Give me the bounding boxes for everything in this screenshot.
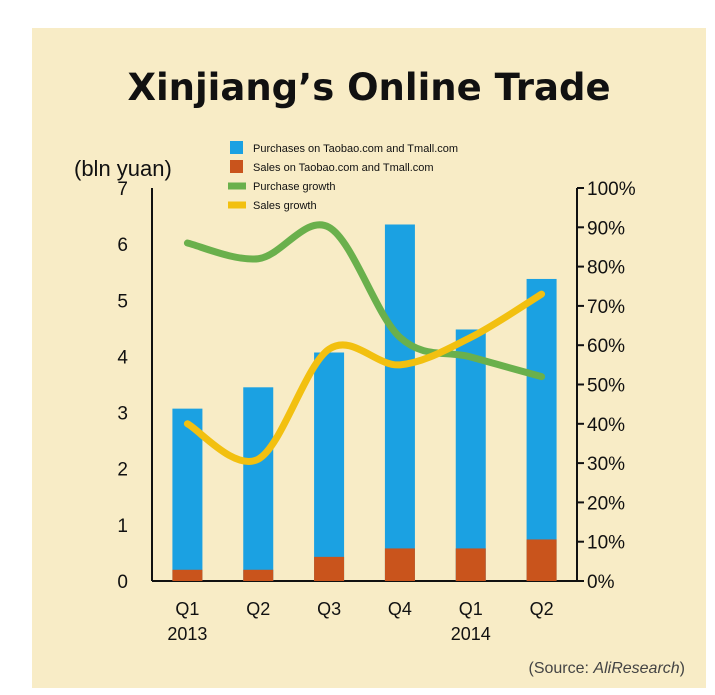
x-tick-label: Q4	[388, 599, 412, 619]
y2-tick-label: 90%	[587, 218, 625, 239]
y-tick-label: 7	[117, 179, 128, 200]
y2-tick-label: 60%	[587, 336, 625, 357]
bar-purchases	[314, 352, 345, 581]
x-tick-label: Q2	[246, 599, 270, 619]
y2-tick-label: 40%	[587, 415, 625, 436]
bar-sales	[455, 548, 486, 581]
y2-tick-label: 50%	[587, 376, 625, 397]
y2-tick-label: 100%	[587, 179, 636, 200]
y-tick-label: 4	[117, 347, 128, 368]
bar-purchases	[243, 387, 274, 581]
x-tick-label: Q2	[530, 599, 554, 619]
y2-tick-label: 30%	[587, 454, 625, 475]
legend-label: Purchase growth	[253, 181, 336, 193]
y-tick-label: 1	[117, 516, 128, 537]
bar-purchases	[384, 224, 415, 581]
growth-lines	[183, 221, 546, 465]
source-prefix: (Source:	[528, 660, 593, 677]
legend: Purchases on Taobao.com and Tmall.com Sal…	[228, 141, 458, 212]
bars	[172, 224, 557, 581]
y2-tick-label: 20%	[587, 493, 625, 514]
legend-label: Sales on Taobao.com and Tmall.com	[253, 162, 434, 174]
line-purchase-growth	[183, 221, 546, 381]
x-year-label: 2014	[451, 624, 491, 644]
y-tick-label: 6	[117, 235, 128, 256]
y-axis-label: (bln yuan)	[74, 156, 172, 181]
y2-tick-label: 70%	[587, 297, 625, 318]
legend-label: Purchases on Taobao.com and Tmall.com	[253, 143, 458, 155]
y-tick-label: 2	[117, 460, 128, 481]
source-name: AliResearch	[592, 660, 679, 677]
bar-purchases	[172, 408, 203, 581]
x-axis-ticks: Q1 2013 Q2 Q3 Q4 Q1 2014 Q2	[167, 599, 553, 644]
x-tick-label: Q1	[459, 599, 483, 619]
y2-axis-ticks: 0% 10% 20% 30% 40% 50% 60% 70% 80% 90% 100%	[577, 179, 636, 593]
bar-purchases	[455, 329, 486, 581]
x-year-label: 2013	[167, 624, 207, 644]
bar-purchases	[526, 278, 557, 581]
x-tick-label: Q1	[175, 599, 199, 619]
bar-sales	[314, 556, 345, 581]
line-sales-growth	[183, 290, 546, 465]
legend-label: Sales growth	[253, 200, 317, 212]
source-suffix: )	[680, 660, 685, 677]
bar-sales	[243, 569, 274, 581]
y2-tick-label: 80%	[587, 258, 625, 279]
y-axis-ticks: 0 1 2 3 4 5 6 7	[117, 179, 128, 593]
bar-sales	[384, 548, 415, 581]
bar-sales	[526, 539, 557, 581]
chart-title: Xinjiang’s Online Trade	[127, 66, 610, 109]
legend-swatch	[230, 141, 243, 154]
chart: Xinjiang’s Online Trade (bln yuan) Purch…	[74, 66, 685, 677]
chart-panel: Xinjiang’s Online Trade (bln yuan) Purch…	[32, 28, 706, 688]
y2-tick-label: 10%	[587, 533, 625, 554]
axes	[151, 188, 578, 582]
bar-sales	[172, 569, 203, 581]
y-tick-label: 0	[117, 572, 128, 593]
y-tick-label: 3	[117, 404, 128, 425]
source-note: (Source: AliResearch)	[528, 660, 685, 677]
x-tick-label: Q3	[317, 599, 341, 619]
y2-tick-label: 0%	[587, 572, 615, 593]
y-tick-label: 5	[117, 291, 128, 312]
legend-swatch	[230, 160, 243, 173]
